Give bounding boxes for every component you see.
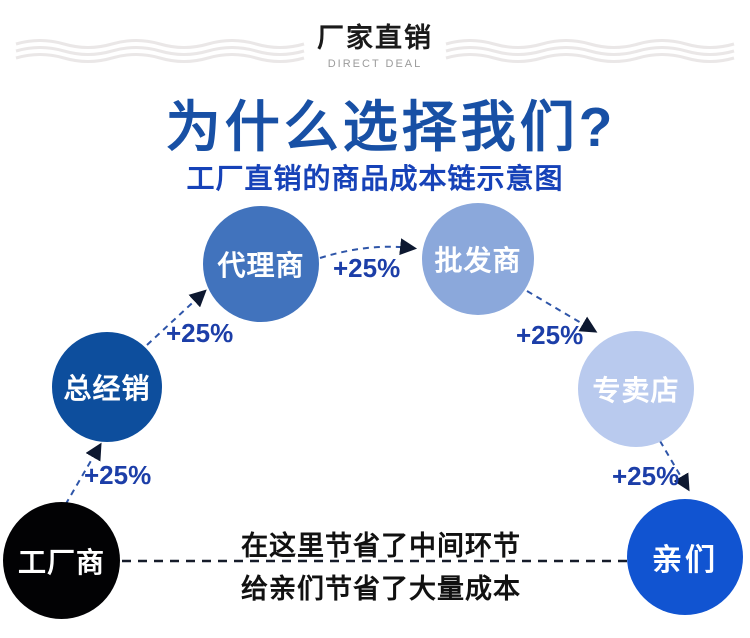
savings-note-line-2: 给亲们节省了大量成本 (241, 574, 521, 604)
markup-label-5: +25% (612, 461, 680, 491)
wave-decoration-right (445, 39, 735, 63)
node-general-distributor: 总经销 (52, 332, 162, 442)
node-specialty-store-label: 专卖店 (592, 375, 680, 406)
node-customers: 亲们 (627, 499, 743, 615)
markup-label-3: +25% (333, 253, 401, 283)
brand-header: 厂家直销 DIRECT DEAL (0, 23, 750, 70)
node-agent: 代理商 (203, 206, 319, 322)
brand-title: 厂家直销 (317, 23, 433, 53)
page-subtitle: 工厂直销的商品成本链示意图 (186, 163, 564, 194)
node-general-distributor-label: 总经销 (63, 373, 151, 404)
node-factory-label: 工厂商 (17, 546, 105, 578)
page-title: 为什么选择我们? (165, 96, 617, 158)
node-wholesaler: 批发商 (422, 203, 534, 315)
node-wholesaler-label: 批发商 (434, 245, 522, 276)
savings-note-line-1: 在这里节省了中间环节 (241, 531, 521, 561)
node-agent-label: 代理商 (217, 250, 305, 281)
wave-decoration-left (15, 39, 305, 63)
markup-label-2: +25% (166, 318, 234, 348)
brand-subtitle: DIRECT DEAL (327, 57, 423, 70)
markup-label-1: +25% (84, 460, 152, 490)
node-factory: 工厂商 (3, 502, 120, 619)
node-specialty-store: 专卖店 (578, 331, 694, 447)
node-customers-label: 亲们 (652, 544, 718, 577)
markup-label-4: +25% (516, 320, 584, 350)
